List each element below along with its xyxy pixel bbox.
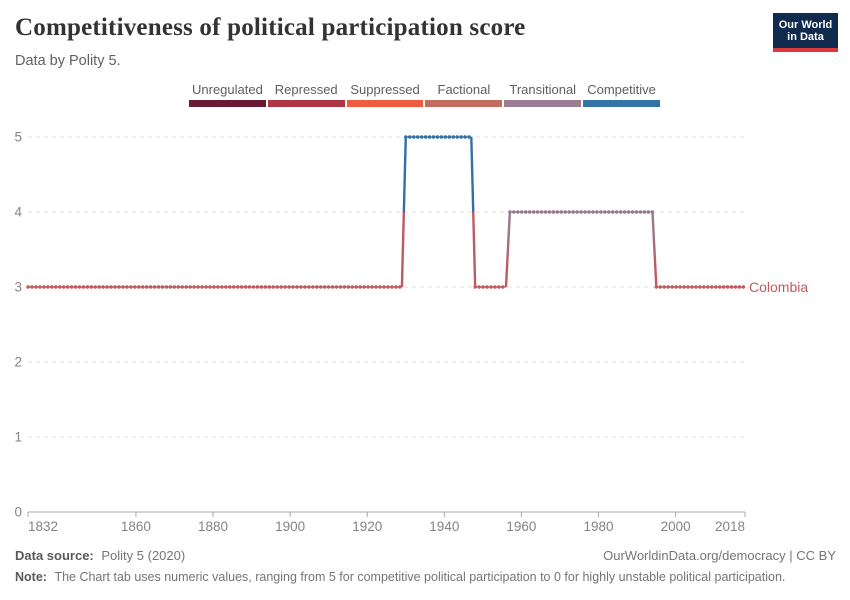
x-tick-label: 1880 (198, 519, 228, 534)
legend-swatch (267, 100, 345, 107)
legend-label: Repressed (274, 82, 338, 97)
series-step-connector (651, 211, 658, 288)
data-source-row: Data source: Polity 5 (2020) (15, 548, 185, 563)
y-tick-label: 0 (14, 505, 22, 520)
legend-item-transitional[interactable]: Transitional (504, 82, 582, 107)
legend-label: Factional (437, 82, 491, 97)
x-tick-label: 2018 (715, 519, 745, 534)
owid-logo-line2: in Data (787, 31, 824, 43)
legend-swatch (504, 100, 582, 107)
legend-label: Unregulated (192, 82, 263, 97)
legend-swatch (189, 100, 266, 107)
series-line-colombia[interactable] (26, 135, 747, 289)
note-label: Note: (15, 570, 47, 584)
series-step-connector (504, 211, 512, 288)
rights-link[interactable]: OurWorldinData.org/democracy | CC BY (603, 548, 836, 563)
note-text: The Chart tab uses numeric values, rangi… (54, 570, 786, 584)
legend-item-unregulated[interactable]: Unregulated (189, 82, 266, 107)
x-tick-label: 2000 (661, 519, 691, 534)
y-tick-label: 2 (14, 355, 22, 370)
series-label-colombia[interactable]: Colombia (749, 279, 809, 295)
data-source-value: Polity 5 (2020) (101, 548, 186, 563)
y-tick-label: 5 (14, 130, 22, 145)
y-tick-label: 4 (14, 205, 22, 220)
legend-item-competitive[interactable]: Competitive (583, 82, 660, 107)
page-title: Competitiveness of political participati… (15, 14, 526, 41)
legend-item-repressed[interactable]: Repressed (267, 82, 345, 107)
series-step-connector (470, 136, 477, 288)
x-tick-label: 1940 (429, 519, 459, 534)
legend-label: Suppressed (350, 82, 420, 97)
legend-item-factional[interactable]: Factional (425, 82, 503, 107)
legend-swatch (346, 100, 424, 107)
owid-logo-line1: Our World (778, 19, 833, 31)
x-tick-label: 1920 (352, 519, 382, 534)
legend-item-suppressed[interactable]: Suppressed (346, 82, 424, 107)
x-tick-label: 1860 (121, 519, 151, 534)
series-step-connector (400, 136, 407, 288)
x-tick-label: 1900 (275, 519, 305, 534)
y-tick-label: 1 (14, 430, 22, 445)
legend-swatch (583, 100, 660, 107)
x-tick-label: 1980 (583, 519, 613, 534)
x-tick-label: 1832 (28, 519, 58, 534)
note-row: Note: The Chart tab uses numeric values,… (15, 570, 785, 584)
chart-subtitle: Data by Polity 5. (15, 53, 121, 69)
y-tick-label: 3 (14, 280, 22, 295)
data-source-label: Data source: (15, 548, 94, 563)
legend-swatch (425, 100, 503, 107)
x-tick-label: 1960 (506, 519, 536, 534)
categorical-legend: Unregulated Repressed Suppressed Factional T… (189, 82, 660, 107)
legend-label: Transitional (509, 82, 577, 97)
owid-logo[interactable]: Our World in Data (773, 13, 838, 52)
legend-label: Competitive (587, 82, 656, 97)
